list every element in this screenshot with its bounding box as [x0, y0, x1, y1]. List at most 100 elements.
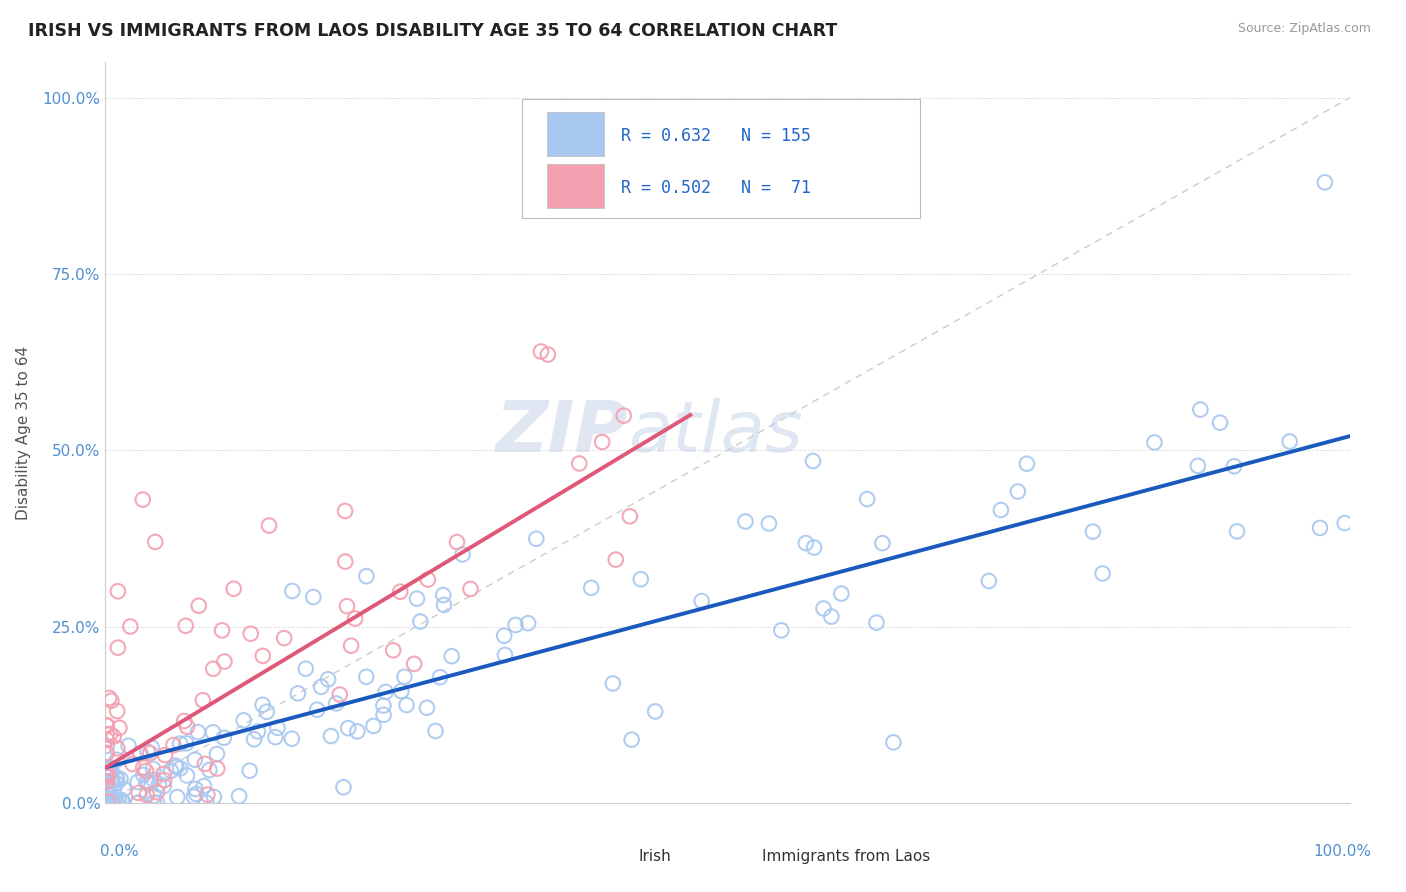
- Point: [239, 626, 262, 640]
- Point: [135, 788, 157, 802]
- Point: [856, 491, 879, 506]
- Point: [433, 598, 456, 612]
- Point: [101, 774, 124, 789]
- Point: [110, 772, 132, 786]
- Point: [605, 552, 627, 566]
- Point: [977, 574, 1000, 588]
- Point: [135, 764, 157, 778]
- Point: [273, 631, 295, 645]
- Point: [142, 796, 165, 810]
- Point: [120, 619, 142, 633]
- Point: [166, 760, 188, 774]
- Point: [197, 788, 219, 802]
- Point: [135, 775, 157, 789]
- Point: [734, 515, 756, 529]
- Point: [803, 541, 825, 555]
- Point: [395, 698, 418, 712]
- Point: [105, 776, 128, 790]
- Point: [96, 774, 118, 789]
- Point: [882, 735, 904, 749]
- Point: [105, 796, 128, 810]
- Point: [191, 693, 214, 707]
- Point: [865, 615, 887, 630]
- Point: [517, 616, 540, 631]
- Point: [176, 720, 198, 734]
- Point: [309, 680, 332, 694]
- Point: [333, 504, 356, 518]
- Point: [100, 792, 122, 806]
- Point: [1143, 435, 1166, 450]
- Point: [129, 747, 152, 761]
- Point: [319, 729, 342, 743]
- Text: R = 0.502   N =  71: R = 0.502 N = 71: [620, 178, 811, 197]
- Point: [100, 694, 122, 708]
- Point: [105, 704, 128, 718]
- Point: [758, 516, 780, 531]
- Text: Source: ZipAtlas.com: Source: ZipAtlas.com: [1237, 22, 1371, 36]
- Point: [101, 778, 124, 792]
- Point: [201, 725, 224, 739]
- Point: [166, 790, 188, 805]
- FancyBboxPatch shape: [595, 845, 634, 866]
- Point: [1209, 416, 1232, 430]
- Point: [96, 761, 118, 775]
- Text: 0.0%: 0.0%: [100, 845, 139, 859]
- Point: [107, 793, 129, 807]
- Point: [105, 796, 128, 810]
- Point: [193, 779, 215, 793]
- Point: [187, 725, 209, 739]
- Point: [96, 733, 118, 747]
- Point: [990, 503, 1012, 517]
- Point: [96, 746, 118, 760]
- Point: [101, 765, 124, 780]
- Point: [105, 770, 128, 784]
- Point: [820, 609, 842, 624]
- Point: [429, 670, 451, 684]
- Point: [406, 591, 429, 606]
- Point: [186, 787, 208, 801]
- Point: [205, 747, 228, 761]
- Point: [96, 727, 118, 741]
- Point: [136, 745, 159, 759]
- Point: [801, 454, 824, 468]
- Point: [1015, 457, 1038, 471]
- Point: [346, 724, 368, 739]
- Point: [494, 648, 516, 662]
- Point: [432, 588, 454, 602]
- Point: [132, 492, 155, 507]
- Point: [105, 772, 128, 787]
- Point: [153, 779, 176, 793]
- Point: [98, 789, 121, 803]
- Point: [460, 582, 482, 596]
- Point: [107, 584, 129, 599]
- Point: [356, 670, 378, 684]
- Point: [409, 615, 432, 629]
- Point: [307, 703, 329, 717]
- Point: [183, 789, 205, 804]
- Text: Irish: Irish: [638, 848, 671, 863]
- Point: [111, 796, 134, 810]
- Point: [142, 772, 165, 787]
- Text: atlas: atlas: [628, 398, 803, 467]
- Point: [1223, 459, 1246, 474]
- Point: [281, 731, 304, 746]
- Point: [96, 769, 118, 783]
- Text: R = 0.632   N = 155: R = 0.632 N = 155: [620, 127, 811, 145]
- Point: [222, 582, 245, 596]
- Point: [132, 760, 155, 774]
- Point: [1313, 175, 1336, 189]
- Point: [340, 639, 363, 653]
- Point: [591, 435, 613, 450]
- Point: [97, 763, 120, 777]
- Point: [644, 705, 666, 719]
- Point: [264, 730, 287, 744]
- Point: [148, 777, 170, 791]
- Point: [325, 697, 347, 711]
- Point: [446, 535, 468, 549]
- Point: [176, 768, 198, 782]
- Text: ZIP: ZIP: [496, 398, 628, 467]
- FancyBboxPatch shape: [522, 99, 921, 218]
- Point: [117, 739, 139, 753]
- Point: [108, 721, 131, 735]
- Point: [416, 573, 439, 587]
